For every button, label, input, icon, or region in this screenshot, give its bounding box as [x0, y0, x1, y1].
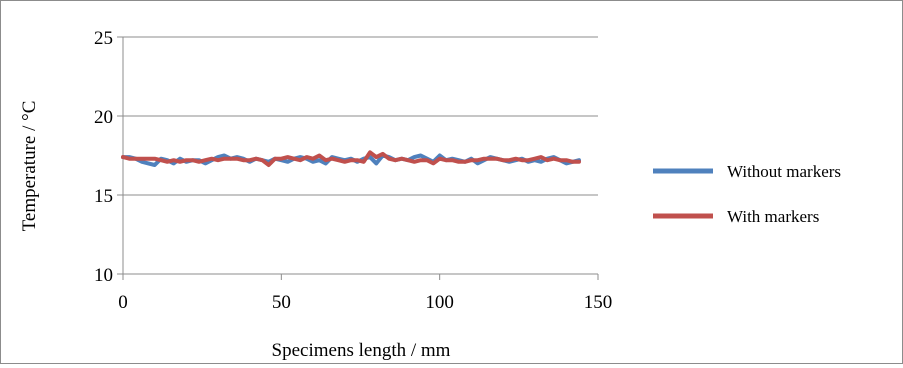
legend-label-with-markers: With markers [727, 207, 819, 226]
x-tick-label-150: 150 [584, 292, 613, 313]
y-tick-label-15: 15 [94, 186, 113, 207]
x-tick-labels: 0 50 100 150 [118, 292, 612, 313]
axes [117, 36, 599, 280]
y-tick-labels: 10 15 20 25 [94, 28, 113, 286]
y-tick-label-10: 10 [94, 265, 113, 286]
y-tick-label-25: 25 [94, 28, 113, 49]
legend: Without markers With markers [653, 162, 841, 226]
x-tick-label-0: 0 [118, 292, 128, 313]
x-tick-label-50: 50 [272, 292, 291, 313]
legend-label-without-markers: Without markers [727, 162, 841, 181]
series-line-with-markers [121, 150, 581, 167]
y-tick-label-20: 20 [94, 107, 113, 128]
gridlines [123, 36, 598, 196]
x-axis-label: Specimens length / mm [272, 340, 451, 361]
series-lines [121, 150, 581, 167]
x-tick-label-100: 100 [425, 292, 454, 313]
y-axis-label: Temperature / °C [19, 101, 40, 232]
